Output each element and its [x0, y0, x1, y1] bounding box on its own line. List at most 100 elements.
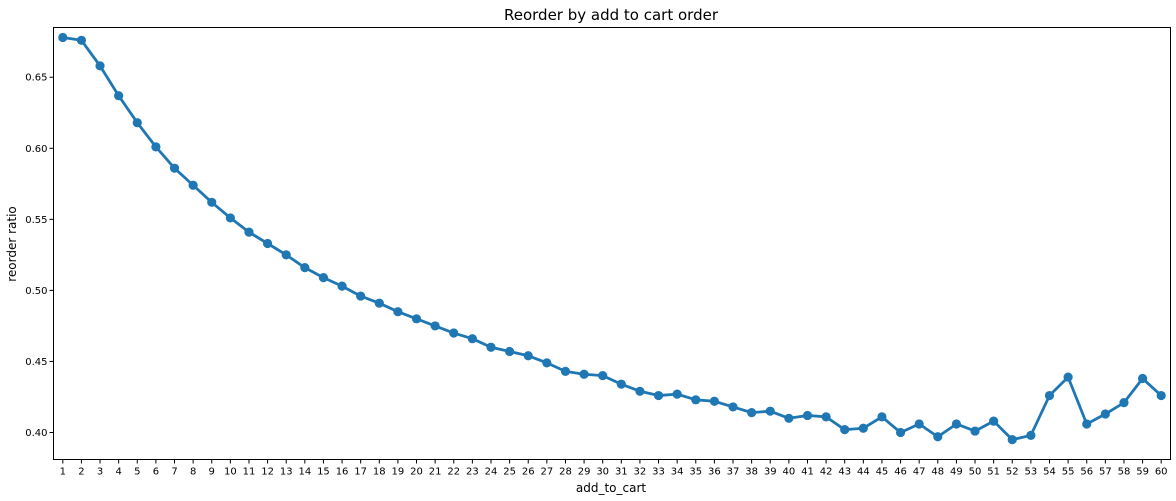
x-tick-label: 40: [782, 467, 795, 478]
data-point: [598, 371, 608, 381]
data-point: [635, 386, 645, 396]
x-tick-label: 58: [1118, 467, 1131, 478]
data-point: [225, 213, 235, 223]
x-tick-label: 17: [354, 467, 367, 478]
x-tick-label: 13: [280, 467, 293, 478]
data-point: [933, 432, 943, 442]
data-point: [784, 413, 794, 423]
data-point: [169, 163, 180, 173]
x-tick-label: 44: [857, 467, 870, 478]
x-tick-label: 9: [209, 467, 215, 478]
data-point: [1137, 373, 1148, 384]
x-tick-label: 48: [931, 467, 944, 478]
data-point: [486, 342, 496, 352]
x-tick-label: 25: [503, 467, 516, 478]
x-tick-label: 1: [60, 467, 66, 478]
data-point: [300, 263, 310, 273]
x-axis: 1 2 3 4 5 6 7 8 9 10 11 12 13 14 15 16 17 18 19 20 21 22 23 24 2…: [60, 459, 1168, 478]
data-point: [1063, 372, 1073, 382]
x-tick-label: 31: [615, 467, 628, 478]
x-tick-label: 27: [540, 467, 553, 478]
x-tick-label: 51: [987, 467, 1000, 478]
x-tick-label: 46: [894, 467, 907, 478]
y-tick-label: 0.45: [25, 357, 47, 368]
data-point: [393, 307, 403, 317]
x-tick-label: 54: [1043, 467, 1056, 478]
x-tick-label: 41: [801, 467, 814, 478]
data-point: [114, 91, 124, 101]
chart-title: Reorder by add to cart order: [504, 6, 719, 24]
x-tick-label: 29: [578, 467, 591, 478]
data-point: [653, 390, 664, 401]
x-tick-label: 57: [1099, 467, 1112, 478]
data-point: [858, 423, 868, 433]
data-point: [337, 281, 347, 291]
data-point: [188, 180, 198, 190]
x-tick-label: 22: [447, 467, 460, 478]
data-point: [430, 321, 440, 331]
data-point: [672, 389, 682, 399]
x-tick-label: 14: [298, 467, 311, 478]
data-point: [467, 334, 477, 344]
x-tick-label: 38: [745, 467, 758, 478]
data-point: [989, 416, 999, 426]
data-point: [728, 402, 738, 412]
data-point: [1082, 419, 1092, 429]
x-tick-label: 39: [764, 467, 777, 478]
x-tick-label: 52: [1006, 467, 1019, 478]
x-axis-label: add_to_cart: [576, 481, 647, 495]
data-point: [505, 346, 515, 357]
data-point: [840, 425, 850, 435]
x-tick-label: 32: [634, 467, 647, 478]
data-point: [765, 406, 775, 416]
x-tick-label: 21: [429, 467, 442, 478]
x-tick-label: 8: [190, 467, 196, 478]
x-tick-label: 10: [224, 467, 237, 478]
data-point: [1026, 430, 1036, 440]
data-point: [356, 291, 366, 301]
data-point: [709, 396, 719, 406]
data-point: [579, 369, 589, 379]
data-point: [411, 314, 422, 324]
x-tick-label: 35: [689, 467, 702, 478]
y-tick-label: 0.40: [25, 428, 47, 439]
x-tick-label: 53: [1025, 467, 1038, 478]
y-axis: 0.40 0.45 0.50 0.55 0.60 0.65: [25, 73, 54, 439]
x-tick-label: 42: [820, 467, 833, 478]
x-tick-label: 59: [1136, 467, 1149, 478]
x-tick-label: 5: [134, 467, 140, 478]
data-point: [877, 412, 887, 422]
x-tick-label: 4: [115, 467, 121, 478]
data-point: [970, 426, 980, 436]
data-point: [821, 412, 831, 422]
series-line: [61, 36, 1163, 442]
x-tick-label: 49: [950, 467, 963, 478]
data-point: [207, 197, 217, 207]
x-tick-label: 47: [913, 467, 926, 478]
data-point: [691, 395, 701, 405]
x-tick-label: 43: [838, 467, 851, 478]
x-tick-label: 7: [171, 467, 177, 478]
x-tick-label: 15: [317, 467, 330, 478]
y-tick-label: 0.65: [25, 73, 47, 84]
data-point: [895, 427, 906, 438]
x-tick-label: 12: [261, 467, 274, 478]
x-tick-label: 6: [153, 467, 159, 478]
y-tick-label: 0.55: [25, 215, 47, 226]
x-tick-label: 45: [876, 467, 889, 478]
y-tick-label: 0.60: [25, 144, 47, 155]
data-point: [560, 366, 571, 376]
data-point: [951, 419, 962, 429]
data-point: [1100, 409, 1110, 419]
data-point: [151, 142, 161, 152]
data-point: [318, 273, 329, 283]
y-tick-label: 0.50: [25, 286, 47, 297]
y-axis-label: reorder ratio: [5, 206, 19, 282]
data-point: [95, 61, 105, 71]
data-point: [449, 328, 459, 338]
data-point: [1007, 435, 1017, 445]
data-point: [132, 118, 142, 128]
x-tick-label: 16: [336, 467, 349, 478]
x-tick-label: 33: [652, 467, 665, 478]
